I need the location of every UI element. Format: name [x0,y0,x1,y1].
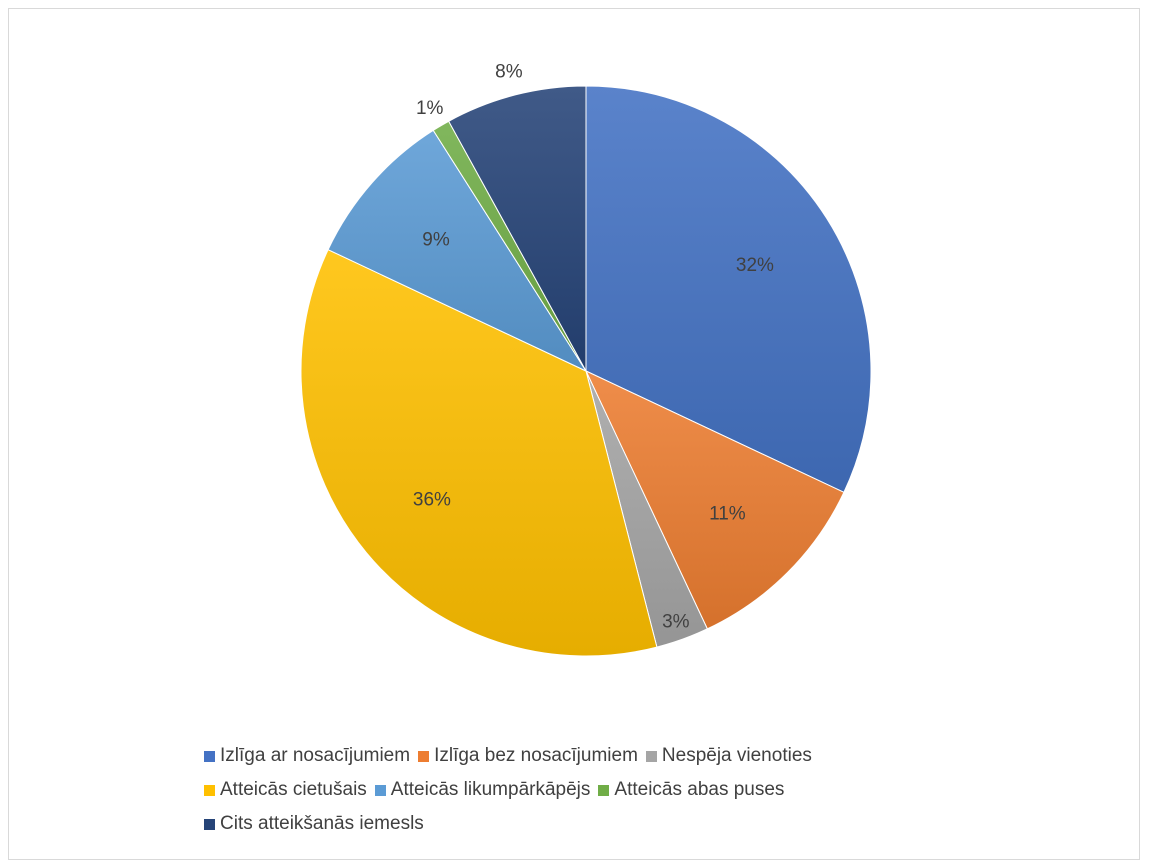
data-label-atteicas-likumparkapejs: 9% [422,230,450,251]
data-label-izliga-ar-nosacijumiem: 32% [736,255,774,276]
legend-swatch [374,784,386,796]
data-label-atteicas-cietusais: 36% [413,490,451,511]
legend-label: Izlīga ar nosacījumiem [220,745,411,766]
legend-label: Atteicās cietušais [220,779,367,800]
legend-label: Atteicās likumpārkāpējs [390,779,591,800]
legend-item-atteicas-abas-puses: Atteicās abas puses [598,779,784,801]
chart-area: 32% 11% 3% 36% 9% 1% 8% Izlīga ar nosacījumiem… [8,8,1140,860]
legend-item-nespeja-vienoties: Nespēja vienoties [645,745,812,767]
legend: Izlīga ar nosacījumiem Izlīga bez nosacī… [204,739,964,841]
legend-swatch [418,750,430,762]
legend-item-atteicas-cietusais: Atteicās cietušais [204,779,367,801]
pie-data-labels: 32% 11% 3% 36% 9% 1% 8% [413,62,774,633]
pie-slices [300,85,872,657]
legend-swatch [598,784,610,796]
data-label-atteicas-abas-puses: 1% [416,98,444,119]
legend-item-izliga-ar-nosacijumiem: Izlīga ar nosacījumiem [204,745,410,767]
legend-label: Izlīga bez nosacījumiem [434,745,638,766]
pie-slice-atteicas-likumparkapejs [327,129,588,373]
legend-row: Izlīga ar nosacījumiem Izlīga bez nosacī… [204,739,964,773]
legend-label: Atteicās abas puses [614,779,785,800]
legend-item-atteicas-likumparkapejs: Atteicās likumpārkāpējs [374,779,591,801]
pie-slice-izliga-ar-nosacijumiem [585,85,872,494]
legend-label: Cits atteikšanās iemesls [220,813,424,834]
legend-swatch [204,750,215,762]
data-label-nespeja-vienoties: 3% [662,611,690,632]
legend-row: Atteicās cietušais Atteicās likumpārkāpē… [204,773,964,807]
legend-row: Cits atteikšanās iemesls [204,807,964,841]
data-label-cits-atteiksanas-iemesls: 8% [495,62,523,83]
data-label-izliga-bez-nosacijumiem: 11% [709,503,746,524]
legend-swatch [204,818,215,830]
pie-chart: 32% 11% 3% 36% 9% 1% 8% [300,62,872,657]
legend-swatch [645,750,657,762]
legend-item-izliga-bez-nosacijumiem: Izlīga bez nosacījumiem [418,745,638,767]
pie-slice-izliga-bez-nosacijumiem [584,369,845,630]
legend-swatch [204,784,215,796]
legend-label: Nespēja vienoties [661,745,812,766]
pie-slice-atteicas-cietusais [300,248,658,657]
legend-item-cits-atteiksanas-iemesls: Cits atteikšanās iemesls [204,813,424,835]
pie-slice-cits-atteiksanas-iemesls [448,85,587,372]
